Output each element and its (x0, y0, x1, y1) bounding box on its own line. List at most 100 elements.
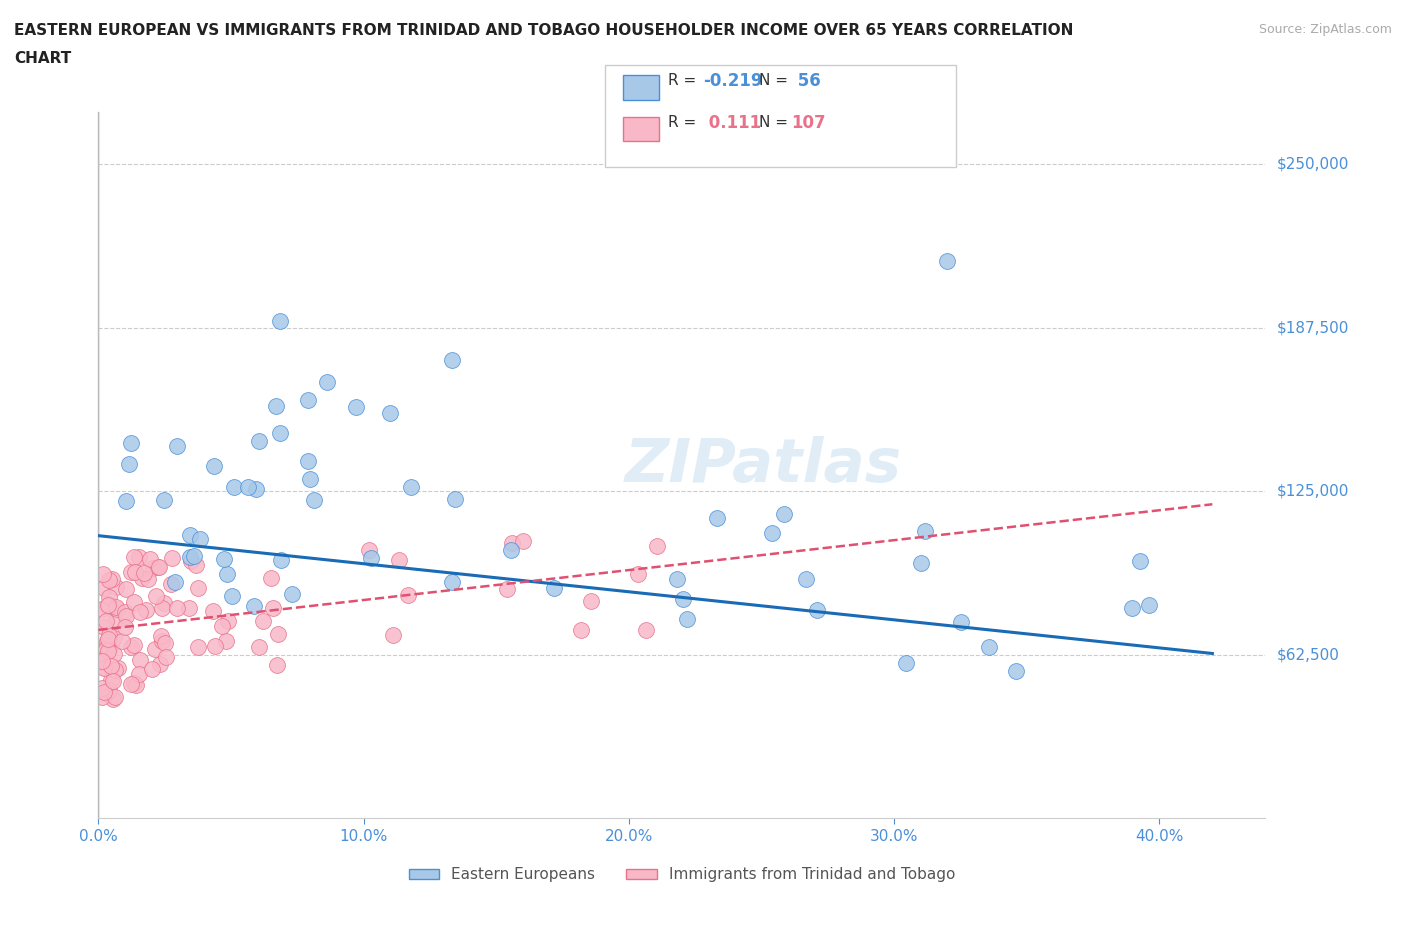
Point (215, 566, 238, 581)
Point (138, 572, 160, 587)
Point (501, 535, 523, 550)
Point (773, 507, 796, 522)
Point (105, 599, 128, 614)
Point (93, 661, 115, 676)
Point (204, 638, 226, 653)
Point (115, 582, 138, 597)
Point (499, 542, 522, 557)
Point (101, 691, 124, 706)
Point (166, 439, 188, 454)
Point (179, 528, 201, 543)
Point (135, 603, 157, 618)
Point (441, 575, 464, 590)
Text: $62,500: $62,500 (1277, 647, 1340, 662)
Point (647, 538, 669, 553)
Point (344, 399, 367, 414)
Point (96, 599, 118, 614)
Point (111, 633, 134, 648)
Point (129, 604, 152, 619)
Text: -0.219: -0.219 (703, 72, 762, 90)
Point (97, 644, 120, 658)
Point (145, 588, 167, 603)
Point (104, 579, 127, 594)
Point (114, 608, 136, 623)
Point (122, 594, 145, 609)
Point (93, 619, 115, 634)
Point (221, 588, 243, 603)
Point (914, 524, 936, 538)
Point (104, 614, 127, 629)
Point (569, 622, 592, 637)
Point (103, 646, 125, 661)
Point (1121, 601, 1143, 616)
Point (378, 405, 401, 420)
Point (114, 604, 136, 619)
Point (894, 656, 917, 671)
Text: CHART: CHART (14, 51, 72, 66)
Text: ZIPatlas: ZIPatlas (626, 435, 903, 495)
Point (97, 597, 120, 612)
Point (93, 580, 115, 595)
Point (94, 613, 117, 628)
Point (672, 591, 695, 606)
Point (166, 601, 188, 616)
Point (139, 551, 162, 566)
Text: R =: R = (668, 73, 702, 88)
Point (90, 654, 112, 669)
Point (316, 374, 339, 389)
Text: N =: N = (759, 73, 793, 88)
Point (297, 454, 319, 469)
Point (128, 667, 150, 682)
Point (155, 649, 177, 664)
Point (128, 653, 150, 668)
Point (260, 571, 283, 586)
Point (627, 566, 650, 581)
Point (97, 631, 120, 646)
Point (184, 558, 207, 573)
Point (91, 655, 114, 670)
Point (270, 553, 292, 568)
Point (141, 561, 163, 576)
Text: 56: 56 (792, 72, 820, 90)
Point (245, 482, 267, 497)
Text: EASTERN EUROPEAN VS IMMIGRANTS FROM TRINIDAD AND TOBAGO HOUSEHOLDER INCOME OVER : EASTERN EUROPEAN VS IMMIGRANTS FROM TRIN… (14, 23, 1073, 38)
Point (96, 637, 118, 652)
Point (910, 556, 932, 571)
Point (152, 596, 174, 611)
Point (150, 633, 173, 648)
Point (401, 480, 423, 495)
Text: 107: 107 (792, 113, 827, 132)
Point (579, 593, 602, 608)
Point (120, 676, 142, 691)
Point (211, 619, 233, 634)
Point (100, 658, 122, 673)
Point (93, 684, 115, 699)
Point (212, 551, 235, 566)
Point (217, 614, 239, 629)
Point (444, 492, 467, 507)
Point (153, 492, 176, 507)
Point (179, 550, 201, 565)
Point (224, 480, 246, 495)
Point (150, 629, 173, 644)
Point (215, 633, 238, 648)
Point (936, 253, 959, 268)
Point (543, 580, 565, 595)
Point (91, 680, 114, 695)
Point (267, 627, 290, 642)
Point (122, 638, 145, 653)
Point (122, 675, 145, 690)
Point (187, 640, 209, 655)
Point (496, 582, 519, 597)
Point (91, 566, 114, 581)
Point (357, 543, 380, 558)
Point (202, 459, 225, 474)
Text: 0.111: 0.111 (703, 113, 761, 132)
Point (794, 572, 817, 587)
Point (104, 690, 127, 705)
Point (236, 479, 259, 494)
Point (101, 674, 124, 689)
Point (149, 657, 172, 671)
Point (396, 587, 419, 602)
Point (269, 426, 291, 441)
